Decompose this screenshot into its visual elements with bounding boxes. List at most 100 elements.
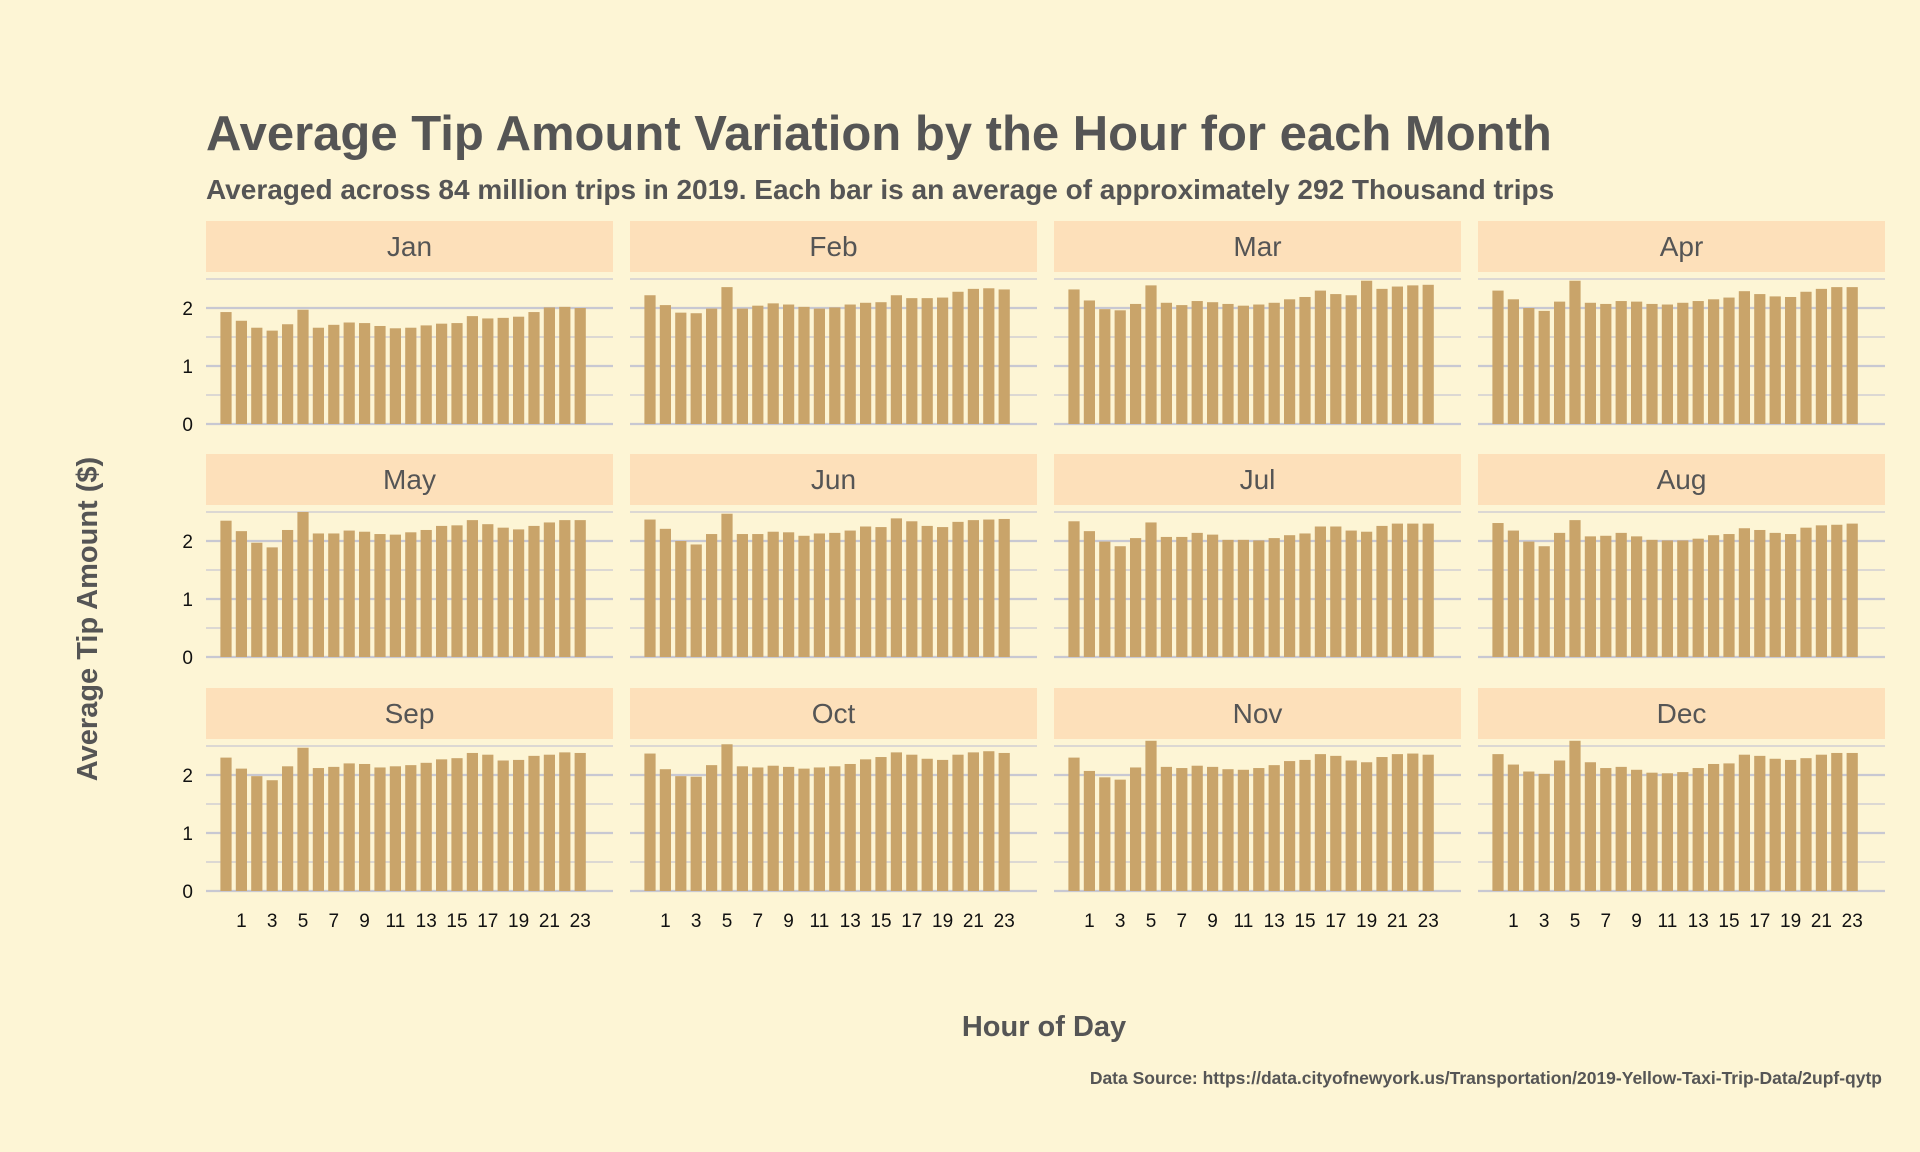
bar-sep-hour-5 [297, 747, 309, 891]
bar-oct-hour-22 [983, 751, 995, 891]
x-tick-label: 21 [963, 911, 984, 932]
bar-oct-hour-12 [829, 766, 841, 891]
x-tick-label: 3 [267, 911, 278, 932]
bar-oct-hour-0 [644, 753, 656, 891]
bar-nov-hour-14 [1284, 761, 1296, 891]
bar-jul-hour-23 [1422, 523, 1434, 657]
bar-nov-hour-13 [1268, 765, 1280, 891]
facet-strip [630, 454, 1037, 505]
bar-mar-hour-22 [1407, 285, 1419, 424]
bar-feb-hour-6 [736, 308, 748, 424]
bar-may-hour-7 [328, 533, 340, 657]
bar-sep-hour-17 [482, 754, 494, 891]
bar-nov-hour-17 [1330, 755, 1342, 891]
bar-aug-hour-23 [1846, 523, 1858, 657]
bar-may-hour-0 [220, 520, 232, 657]
bar-jun-hour-15 [875, 527, 887, 657]
bar-may-hour-18 [497, 527, 509, 657]
bar-jan-hour-13 [420, 325, 432, 424]
bar-jan-hour-3 [266, 330, 278, 424]
bar-jun-hour-17 [906, 521, 918, 657]
bar-apr-hour-18 [1769, 296, 1781, 424]
bar-jul-hour-3 [1114, 546, 1126, 657]
bar-jun-hour-6 [736, 534, 748, 657]
bar-feb-hour-2 [675, 312, 687, 424]
bar-feb-hour-18 [921, 298, 933, 424]
bar-aug-hour-7 [1600, 535, 1612, 657]
x-tick-label: 23 [1418, 911, 1439, 932]
facet-strip [1054, 688, 1461, 739]
bar-apr-hour-13 [1692, 301, 1704, 424]
x-tick-label: 21 [1811, 911, 1832, 932]
bar-oct-hour-20 [952, 754, 964, 891]
bar-may-hour-20 [528, 525, 540, 657]
bar-dec-hour-21 [1815, 754, 1827, 891]
bar-jul-hour-5 [1145, 522, 1157, 657]
bar-jan-hour-8 [343, 322, 355, 424]
bar-sep-hour-3 [266, 780, 278, 891]
bar-oct-hour-1 [659, 769, 671, 891]
bar-nov-hour-10 [1222, 769, 1234, 891]
bar-sep-hour-7 [328, 766, 340, 891]
bar-jun-hour-23 [998, 518, 1010, 657]
bar-dec-hour-3 [1538, 773, 1550, 891]
x-tick-label: 3 [1115, 911, 1126, 932]
x-tick-label: 7 [1601, 911, 1612, 932]
bar-sep-hour-1 [235, 768, 247, 891]
x-tick-label: 7 [753, 911, 764, 932]
bar-dec-hour-9 [1631, 769, 1643, 891]
bar-apr-hour-15 [1723, 297, 1735, 424]
bar-jul-hour-22 [1407, 523, 1419, 657]
bar-jan-hour-2 [251, 327, 263, 424]
x-tick-label: 23 [570, 911, 591, 932]
bar-may-hour-19 [513, 529, 525, 657]
bar-dec-hour-17 [1754, 755, 1766, 891]
bar-jan-hour-5 [297, 309, 309, 424]
bar-aug-hour-11 [1661, 540, 1673, 657]
bar-feb-hour-0 [644, 295, 656, 424]
bar-sep-hour-14 [436, 759, 448, 891]
bar-jul-hour-0 [1068, 521, 1080, 657]
bar-dec-hour-10 [1646, 772, 1658, 891]
bar-oct-hour-18 [921, 758, 933, 891]
bar-dec-hour-19 [1785, 759, 1797, 891]
bar-dec-hour-16 [1738, 754, 1750, 891]
bar-jun-hour-18 [921, 525, 933, 657]
x-tick-label: 17 [901, 911, 922, 932]
facet-strip [206, 221, 613, 272]
bar-mar-hour-17 [1330, 294, 1342, 424]
x-tick-label: 5 [1146, 911, 1157, 932]
bar-aug-hour-1 [1507, 530, 1519, 657]
bar-mar-hour-15 [1299, 296, 1311, 424]
bar-aug-hour-15 [1723, 534, 1735, 657]
x-tick-label: 19 [1780, 911, 1801, 932]
bar-nov-hour-1 [1083, 770, 1095, 891]
bar-nov-hour-22 [1407, 753, 1419, 891]
panel-jul: Jul [1054, 454, 1461, 659]
x-axis-title: Hour of Day [962, 1011, 1126, 1043]
bar-oct-hour-14 [860, 759, 872, 891]
bar-aug-hour-2 [1523, 541, 1535, 657]
bar-may-hour-11 [389, 534, 401, 657]
bar-apr-hour-6 [1584, 302, 1596, 424]
bar-may-hour-1 [235, 531, 247, 657]
x-tick-label: 3 [1539, 911, 1550, 932]
bar-jul-hour-1 [1083, 531, 1095, 657]
bar-sep-hour-18 [497, 760, 509, 891]
bar-apr-hour-11 [1661, 304, 1673, 424]
bar-jan-hour-20 [528, 312, 540, 424]
bar-dec-hour-22 [1831, 752, 1843, 891]
bar-mar-hour-23 [1422, 284, 1434, 424]
bar-apr-hour-20 [1800, 291, 1812, 424]
bar-aug-hour-0 [1492, 523, 1504, 657]
facet-strip [206, 454, 613, 505]
bar-sep-hour-13 [420, 762, 432, 891]
bar-oct-hour-4 [706, 765, 718, 891]
bar-dec-hour-13 [1692, 768, 1704, 891]
bar-jul-hour-19 [1361, 531, 1373, 657]
bar-feb-hour-5 [721, 287, 733, 424]
facet-strip [1054, 221, 1461, 272]
